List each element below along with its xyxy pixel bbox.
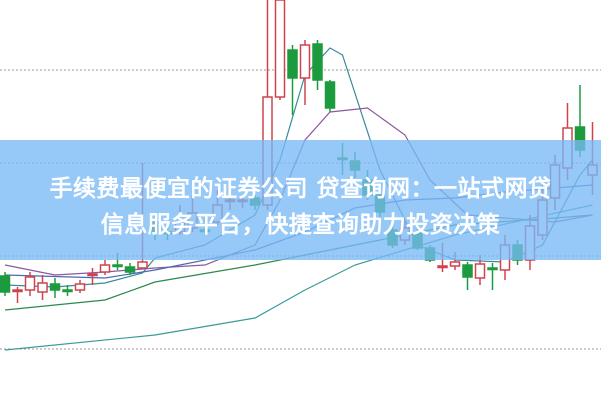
candle-body — [299, 44, 311, 79]
candle-body — [449, 261, 461, 267]
candle-body — [137, 261, 148, 269]
candle-body — [287, 49, 298, 79]
candle-body — [0, 275, 11, 293]
candle-body — [324, 81, 336, 109]
candle-body — [37, 282, 48, 293]
candle-body — [74, 283, 86, 291]
candle-body — [62, 289, 73, 293]
candle-body — [12, 289, 23, 293]
candle-body — [49, 283, 61, 291]
candle-body — [274, 0, 286, 98]
caption-banner — [0, 140, 601, 260]
caption-line-1: 手续费最便宜的证券公司 贷查询网：一站式网贷 — [49, 176, 552, 202]
candle-body — [437, 265, 448, 269]
candle-body — [474, 263, 486, 279]
candle-body — [87, 273, 98, 277]
candle-body — [312, 43, 323, 81]
candle-body — [24, 276, 36, 291]
candle-body — [99, 264, 111, 273]
candle-body — [462, 264, 473, 278]
candle-body — [112, 264, 123, 268]
caption-line-2: 信息服务平台，快捷查询助力投资决策 — [100, 212, 501, 238]
candle-body — [487, 267, 498, 271]
candle-body — [124, 266, 136, 273]
